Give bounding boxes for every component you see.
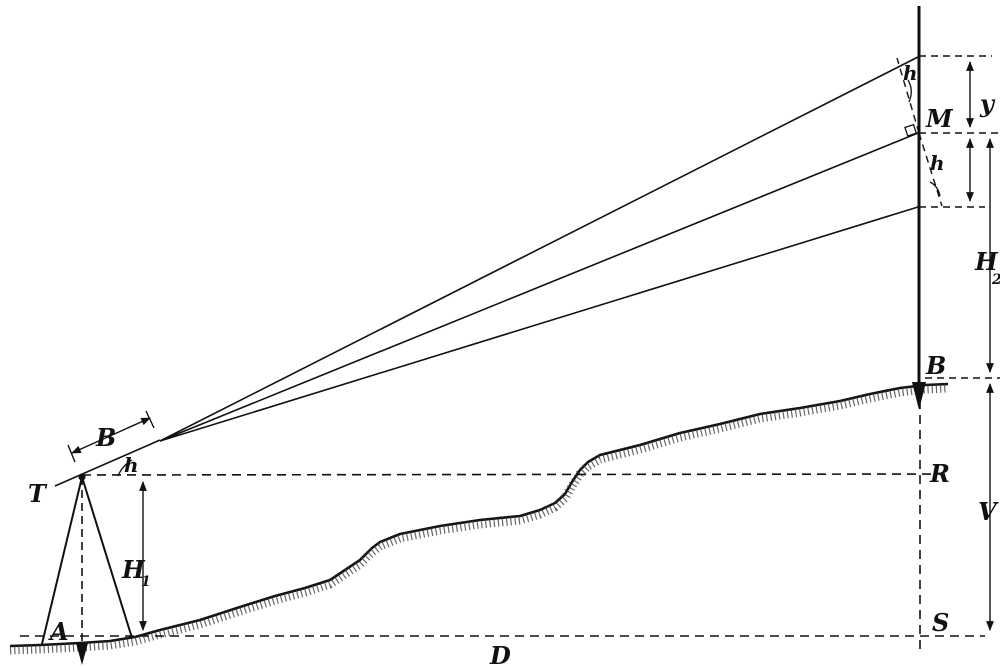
label-B-base: B bbox=[925, 351, 946, 380]
sight-line-upper bbox=[159, 56, 919, 442]
ground-profile bbox=[9, 382, 949, 655]
sight-line-lower bbox=[159, 206, 919, 442]
ground-hatch-lower bbox=[9, 383, 949, 655]
staff-peg-B bbox=[912, 382, 926, 410]
label-H1-sub: 1 bbox=[141, 574, 151, 590]
label-B-telescope: B bbox=[95, 423, 116, 452]
label-H2-sub: 2 bbox=[991, 272, 1000, 288]
dimension-lines-right bbox=[966, 61, 994, 631]
label-S: S bbox=[932, 608, 949, 637]
label-h-top: h bbox=[903, 61, 918, 85]
label-V: V bbox=[978, 497, 999, 526]
staff-ticks bbox=[919, 55, 1000, 379]
sight-line-middle bbox=[159, 132, 919, 442]
label-y: y bbox=[979, 89, 996, 118]
station-peg-A bbox=[76, 643, 88, 665]
label-M: M bbox=[925, 104, 954, 133]
angle-arc-h-alt bbox=[117, 459, 133, 477]
dimension-B-telescope bbox=[67, 410, 155, 463]
ground-line bbox=[9, 382, 949, 648]
construction-at-M bbox=[896, 57, 943, 207]
label-h-prime: h bbox=[930, 151, 945, 175]
label-H2: H bbox=[974, 247, 999, 276]
label-h-alt: h bbox=[124, 453, 139, 477]
label-T: T bbox=[28, 479, 48, 508]
horizontal-line-TR bbox=[81, 473, 946, 476]
label-D: D bbox=[489, 641, 511, 667]
label-H1: H bbox=[121, 555, 146, 584]
label-A: A bbox=[48, 617, 69, 646]
sight-lines bbox=[159, 56, 919, 442]
tripod bbox=[41, 473, 133, 650]
label-R: R bbox=[929, 459, 950, 488]
